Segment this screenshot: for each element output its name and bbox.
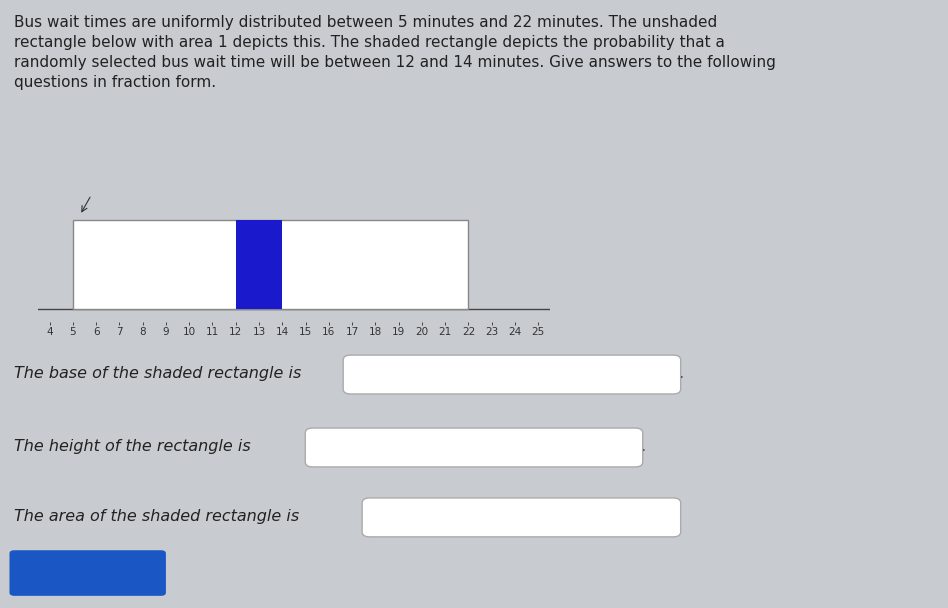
Text: The area of the shaded rectangle is: The area of the shaded rectangle is	[14, 510, 300, 524]
Text: The base of the shaded rectangle is: The base of the shaded rectangle is	[14, 367, 301, 381]
Text: .: .	[678, 367, 683, 381]
Text: .: .	[640, 440, 645, 454]
Bar	[236, 219, 283, 309]
Text: Bus wait times are uniformly distributed between 5 minutes and 22 minutes. The u: Bus wait times are uniformly distributed…	[14, 15, 776, 89]
Bar	[73, 219, 468, 309]
Text: The height of the rectangle is: The height of the rectangle is	[14, 440, 251, 454]
Text: Submit Question: Submit Question	[19, 565, 157, 580]
